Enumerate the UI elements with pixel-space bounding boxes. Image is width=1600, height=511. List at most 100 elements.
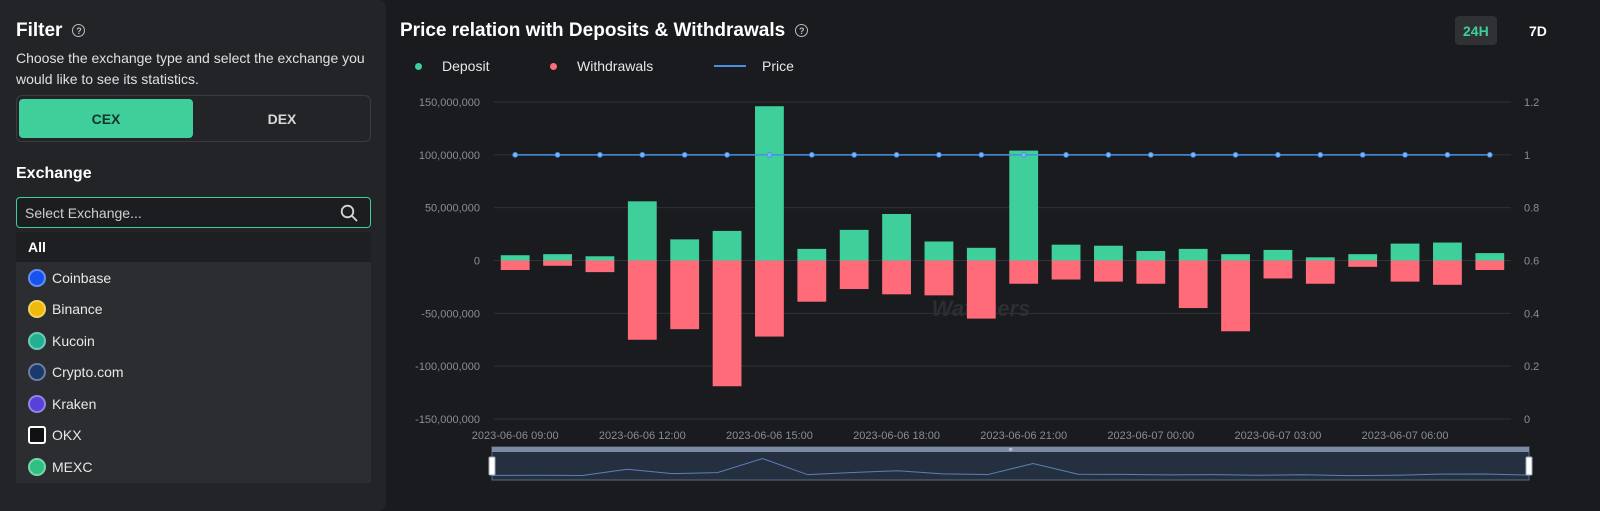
help-icon[interactable]: ? bbox=[72, 24, 86, 38]
deposit-bar bbox=[1433, 242, 1462, 261]
withdrawals-bar bbox=[1178, 260, 1208, 309]
zoom-top-bar bbox=[492, 447, 1529, 452]
filter-description: Choose the exchange type and select the … bbox=[16, 50, 365, 87]
exchange-option-okx[interactable]: OKX bbox=[16, 420, 371, 452]
deposit-bar bbox=[839, 229, 869, 261]
exchange-option-mexc[interactable]: MEXC bbox=[16, 451, 371, 483]
price-point bbox=[978, 152, 985, 158]
kraken-icon bbox=[28, 394, 46, 413]
price-point bbox=[1317, 152, 1324, 158]
y-tick-label-left: 0 bbox=[474, 256, 480, 268]
cryptocom-icon bbox=[28, 363, 46, 382]
range-7d-button[interactable]: 7D bbox=[1529, 22, 1547, 39]
price-point bbox=[724, 152, 730, 158]
exchange-option-label: Kraken bbox=[52, 395, 97, 412]
exchange-search-input[interactable] bbox=[25, 203, 325, 222]
withdrawals-bar bbox=[839, 260, 869, 290]
price-point bbox=[639, 152, 646, 158]
price-point bbox=[1063, 152, 1069, 158]
deposit-bar bbox=[966, 247, 996, 261]
zoom-handle-right[interactable] bbox=[1525, 456, 1533, 476]
price-point bbox=[851, 152, 857, 158]
exchange-option-label: MEXC bbox=[52, 458, 93, 475]
y-tick-label-right: 1 bbox=[1524, 150, 1530, 162]
withdrawals-swatch bbox=[550, 62, 557, 70]
exchange-options: Coinbase Binance Kucoin Crypto.com Kraken OKX… bbox=[16, 262, 371, 483]
x-tick-label: 2023-06-07 03:00 bbox=[1235, 430, 1322, 442]
zoom-grip-icon: ≡ bbox=[1008, 447, 1012, 454]
zoom-handle-left[interactable] bbox=[488, 456, 496, 476]
withdrawals-bar bbox=[1433, 260, 1462, 285]
deposit-bar bbox=[797, 248, 827, 261]
legend-price[interactable]: Price bbox=[714, 58, 794, 74]
price-point bbox=[1359, 152, 1366, 158]
exchange-option-crypto-com[interactable]: Crypto.com bbox=[16, 357, 371, 389]
price-point bbox=[554, 152, 561, 158]
zoom-preview-line bbox=[491, 457, 1530, 477]
withdrawals-bar bbox=[1390, 260, 1420, 282]
x-tick-label: 2023-06-06 12:00 bbox=[599, 430, 686, 442]
deposit-bar bbox=[712, 230, 742, 261]
deposit-bar bbox=[882, 214, 911, 261]
withdrawals-bar bbox=[1009, 260, 1039, 284]
withdrawals-bar bbox=[627, 260, 657, 340]
y-tick-label-left: -100,000,000 bbox=[415, 361, 480, 373]
legend-price-label: Price bbox=[762, 58, 794, 74]
y-tick-label-right: 1.2 bbox=[1524, 97, 1539, 109]
legend-withdrawals[interactable]: Withdrawals bbox=[550, 58, 653, 74]
legend-deposit[interactable]: Deposit bbox=[415, 58, 489, 74]
withdrawals-bar bbox=[797, 260, 827, 302]
exchange-option-kucoin[interactable]: Kucoin bbox=[16, 325, 371, 357]
deposit-bar bbox=[1051, 244, 1081, 261]
price-point bbox=[597, 152, 603, 158]
deposit-bar bbox=[1390, 243, 1420, 261]
exchange-option-kraken[interactable]: Kraken bbox=[16, 388, 371, 420]
exchange-option-label: Coinbase bbox=[52, 269, 112, 286]
withdrawals-bar bbox=[500, 260, 530, 271]
binance-icon bbox=[28, 300, 46, 319]
exchange-option-label: OKX bbox=[52, 427, 82, 444]
exchange-option-binance[interactable]: Binance bbox=[16, 294, 371, 326]
deposit-bar bbox=[500, 255, 530, 261]
withdrawals-bar bbox=[924, 260, 954, 296]
price-point bbox=[893, 152, 900, 158]
range-24h-button[interactable]: 24H bbox=[1455, 16, 1497, 45]
withdrawals-bar bbox=[1051, 260, 1081, 280]
search-icon[interactable] bbox=[340, 204, 358, 222]
y-tick-label-left: -150,000,000 bbox=[415, 414, 480, 426]
withdrawals-bar bbox=[882, 260, 911, 295]
exchange-option-coinbase[interactable]: Coinbase bbox=[16, 262, 371, 294]
exchange-type-toggle: CEX DEX bbox=[16, 95, 371, 142]
withdrawals-bar bbox=[1305, 260, 1335, 284]
deposit-bar bbox=[1305, 257, 1335, 261]
y-tick-label-right: 0.4 bbox=[1524, 308, 1539, 320]
exchange-option-label: Kucoin bbox=[52, 332, 95, 349]
filter-heading: Filter? bbox=[16, 20, 86, 42]
withdrawals-bar bbox=[1348, 260, 1378, 267]
withdrawals-bar bbox=[543, 260, 572, 266]
price-point bbox=[1190, 152, 1196, 158]
withdrawals-bar bbox=[1094, 260, 1123, 282]
deposit-bar bbox=[1348, 254, 1378, 261]
exchange-search bbox=[16, 197, 371, 228]
chart-panel: Price relation with Deposits & Withdrawa… bbox=[386, 0, 1600, 511]
cex-button[interactable]: CEX bbox=[19, 99, 193, 138]
price-swatch bbox=[714, 65, 746, 67]
price-point bbox=[681, 152, 688, 158]
legend-withdrawals-label: Withdrawals bbox=[577, 58, 654, 74]
price-point bbox=[809, 152, 815, 158]
mexc-icon bbox=[28, 457, 46, 476]
y-tick-label-left: 50,000,000 bbox=[425, 203, 480, 215]
help-icon[interactable]: ? bbox=[795, 24, 809, 38]
price-point bbox=[1444, 152, 1451, 158]
deposit-bar bbox=[1475, 253, 1505, 261]
y-tick-label-right: 0.8 bbox=[1524, 203, 1539, 215]
price-point bbox=[936, 152, 942, 158]
chart-canvas[interactable]: 150,000,000 100,000,000 50,000,000 0 -50,000… bbox=[386, 0, 1600, 511]
price-point bbox=[1402, 152, 1408, 158]
y-tick-label-right: 0 bbox=[1524, 414, 1530, 426]
y-tick-label-right: 0.2 bbox=[1524, 361, 1539, 373]
deposit-bar bbox=[585, 256, 615, 261]
dex-button[interactable]: DEX bbox=[267, 110, 297, 127]
exchange-option-all[interactable]: All bbox=[16, 232, 371, 262]
